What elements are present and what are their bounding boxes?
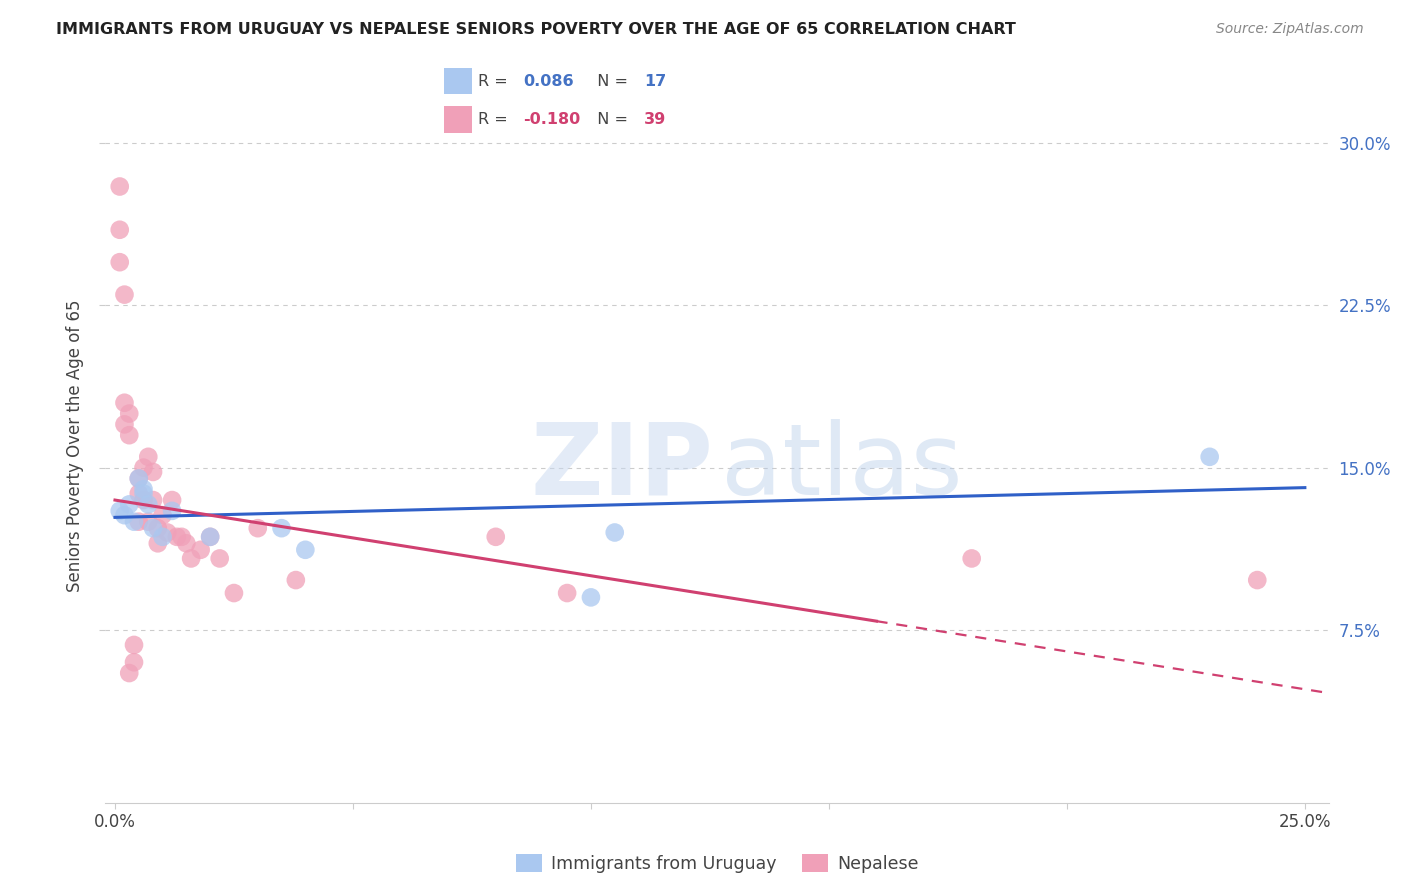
Text: N =: N = [586,112,633,127]
Point [132,482,155,496]
Point [284,573,307,587]
Point [122,638,145,652]
Point [136,515,159,529]
Point [142,465,165,479]
Point [152,530,174,544]
Point [166,530,188,544]
Point [579,591,602,605]
Point [170,530,193,544]
Point [122,515,145,529]
Point [114,287,136,301]
Text: atlas: atlas [721,419,962,516]
Point [142,493,165,508]
Point [108,223,131,237]
Text: R =: R = [478,112,519,127]
Text: N =: N = [586,74,633,89]
Point [160,504,183,518]
Point [152,508,174,523]
Point [146,536,169,550]
Point [128,471,150,485]
Point [176,536,198,550]
Point [146,521,169,535]
Point [136,450,159,464]
Text: Source: ZipAtlas.com: Source: ZipAtlas.com [1216,22,1364,37]
Point [222,586,245,600]
Point [198,530,221,544]
Text: 39: 39 [644,112,666,127]
Point [114,417,136,432]
Point [128,486,150,500]
Point [132,493,155,508]
Point [108,504,131,518]
Point [136,497,159,511]
Point [246,521,269,535]
Point [603,525,626,540]
Point [142,521,165,535]
Legend: Immigrants from Uruguay, Nepalese: Immigrants from Uruguay, Nepalese [509,847,925,880]
Point [118,428,141,442]
Point [118,407,141,421]
Point [108,179,131,194]
Point [960,551,983,566]
Point [208,551,231,566]
Point [198,530,221,544]
Point [122,655,145,669]
Text: 17: 17 [644,74,666,89]
Text: 0.086: 0.086 [523,74,574,89]
Point [485,530,508,544]
Point [270,521,292,535]
Point [160,493,183,508]
Point [132,486,155,500]
Point [180,551,202,566]
Text: -0.180: -0.180 [523,112,581,127]
Point [108,255,131,269]
Point [128,515,150,529]
Point [294,542,316,557]
Point [114,396,136,410]
Point [190,542,212,557]
Point [128,471,150,485]
Point [114,508,136,523]
Text: IMMIGRANTS FROM URUGUAY VS NEPALESE SENIORS POVERTY OVER THE AGE OF 65 CORRELATI: IMMIGRANTS FROM URUGUAY VS NEPALESE SENI… [56,22,1017,37]
Y-axis label: Seniors Poverty Over the Age of 65: Seniors Poverty Over the Age of 65 [66,300,84,592]
Point [132,460,155,475]
Text: ZIP: ZIP [530,419,713,516]
Bar [444,106,471,133]
Bar [444,68,471,95]
Point [1198,450,1220,464]
Text: R =: R = [478,74,519,89]
Point [118,666,141,681]
Point [1246,573,1268,587]
Point [118,497,141,511]
Point [555,586,578,600]
Point [156,525,179,540]
